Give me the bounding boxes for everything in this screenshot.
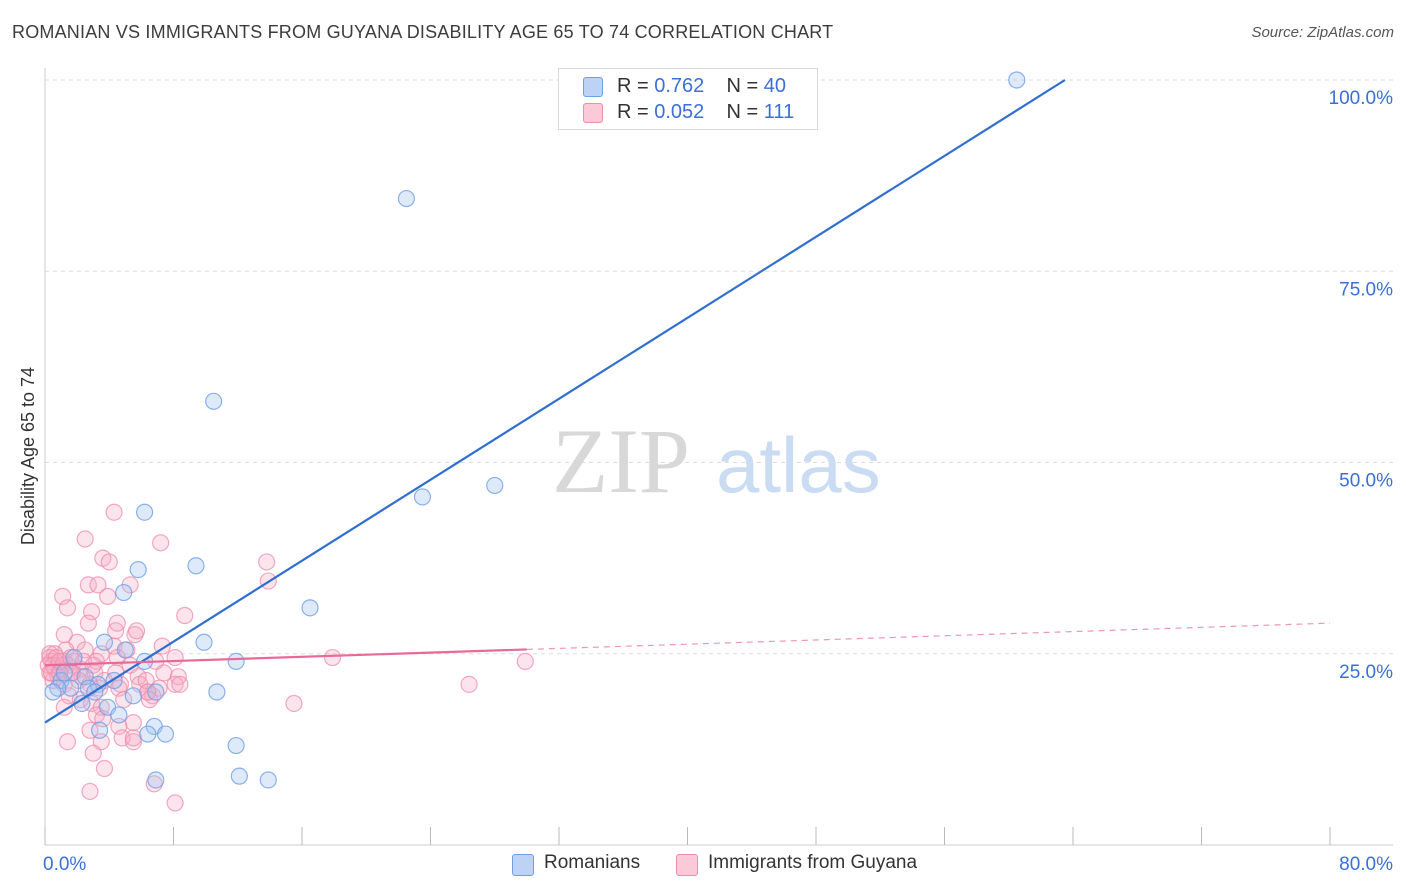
data-point-guyana: [176, 606, 194, 625]
bottom-legend-label-romanians: Romanians: [544, 852, 641, 873]
data-point-romanians: [147, 771, 165, 789]
trend-line-guyana: [44, 648, 527, 667]
data-point-romanians: [115, 583, 133, 602]
data-point-romanians: [397, 189, 416, 208]
y-tick-label: 50.0%: [1339, 471, 1393, 492]
data-point-romanians: [1008, 71, 1026, 89]
data-point-romanians: [95, 633, 114, 651]
data-point-guyana: [81, 782, 99, 801]
data-point-guyana: [124, 729, 142, 747]
data-point-guyana: [115, 691, 133, 709]
data-point-romanians: [208, 683, 226, 701]
axes: [44, 68, 1393, 846]
data-point-romanians: [139, 725, 157, 743]
legend-n-label: N =: [726, 75, 764, 97]
data-point-guyana: [460, 675, 478, 693]
y-tick-label: 75.0%: [1339, 279, 1393, 300]
trend-lines: [44, 79, 1331, 724]
data-point-guyana: [166, 675, 184, 693]
data-point-romanians: [135, 503, 154, 521]
data-point-guyana: [89, 576, 107, 594]
legend-swatch-guyana: [583, 103, 603, 123]
legend-n-value-guyana: 111: [763, 101, 795, 123]
data-point-guyana: [76, 530, 94, 548]
trend-line-guyana-extension: [526, 622, 1331, 651]
tick-labels: 25.0% 50.0% 75.0% 100.0% 0.0% 80.0%: [43, 88, 1393, 875]
trend-line-romanians: [44, 79, 1066, 724]
data-point-guyana: [99, 587, 117, 605]
legend-r-label: R =: [617, 101, 655, 123]
source-label: Source: ZipAtlas.com: [1251, 24, 1394, 41]
y-tick-label: 100.0%: [1329, 88, 1394, 109]
chart-title: ROMANIAN VS IMMIGRANTS FROM GUYANA DISAB…: [12, 22, 834, 42]
data-point-romanians: [44, 683, 62, 701]
x-tick-label: 0.0%: [43, 854, 86, 875]
data-point-romanians: [65, 648, 83, 667]
data-point-romanians: [259, 771, 277, 789]
data-point-guyana: [258, 553, 276, 571]
data-point-romanians: [301, 599, 319, 617]
bottom-legend-label-guyana: Immigrants from Guyana: [708, 852, 918, 873]
series-romanians-points: [44, 71, 1026, 789]
data-point-guyana: [285, 694, 303, 713]
data-point-guyana: [166, 794, 184, 812]
watermark-atlas: atlas: [716, 421, 881, 509]
data-point-guyana: [124, 713, 142, 732]
legend-r-value-romanians: 0.762: [654, 75, 705, 97]
data-point-romanians: [129, 560, 147, 579]
legend-box: R = 0.762 N = 40 R = 0.052 N = 111: [558, 68, 818, 130]
data-point-romanians: [55, 664, 73, 682]
data-point-guyana: [166, 648, 184, 667]
data-point-guyana: [79, 614, 97, 632]
data-point-guyana: [105, 503, 123, 521]
legend-r-label: R =: [617, 75, 655, 97]
legend-swatch-romanians: [583, 77, 603, 97]
data-point-romanians: [110, 706, 128, 724]
data-point-guyana: [58, 733, 77, 751]
data-point-guyana: [79, 576, 97, 594]
x-tick-label: 80.0%: [1339, 854, 1393, 875]
data-point-guyana: [58, 599, 77, 617]
bottom-legend-swatch-guyana: [676, 854, 698, 876]
data-point-guyana: [127, 622, 146, 640]
data-point-guyana: [55, 698, 73, 716]
data-point-romanians: [116, 641, 134, 659]
data-point-guyana: [84, 744, 102, 762]
data-point-romanians: [486, 476, 504, 495]
data-point-guyana: [124, 733, 142, 751]
y-tick-label: 25.0%: [1339, 662, 1393, 683]
data-point-guyana: [171, 675, 189, 693]
data-point-guyana: [108, 614, 126, 632]
data-point-romanians: [187, 557, 205, 575]
legend-n-value-romanians: 40: [763, 75, 787, 97]
legend-r-value-guyana: 0.052: [654, 101, 705, 123]
data-point-romanians: [147, 683, 165, 701]
legend-n-label: N =: [726, 101, 764, 123]
bottom-legend-swatch-romanians: [512, 854, 534, 876]
y-axis-title: Disability Age 65 to 74: [18, 367, 38, 545]
watermark-zip: ZIP: [552, 410, 690, 512]
data-point-romanians: [413, 488, 432, 506]
data-point-romanians: [62, 679, 80, 697]
data-point-guyana: [323, 648, 342, 667]
data-point-romanians: [227, 652, 245, 671]
data-point-romanians: [91, 721, 109, 739]
data-point-guyana: [152, 534, 170, 552]
data-point-romanians: [230, 767, 248, 785]
watermark: ZIP atlas: [552, 410, 881, 512]
gridlines: [45, 79, 1393, 655]
data-point-romanians: [205, 392, 223, 410]
data-point-guyana: [516, 652, 534, 671]
data-point-guyana: [81, 721, 99, 739]
data-point-romanians: [156, 725, 175, 743]
data-point-romanians: [227, 736, 245, 755]
data-point-guyana: [95, 759, 114, 778]
data-point-romanians: [195, 633, 213, 651]
data-point-romanians: [124, 687, 142, 705]
data-point-guyana: [100, 553, 118, 571]
